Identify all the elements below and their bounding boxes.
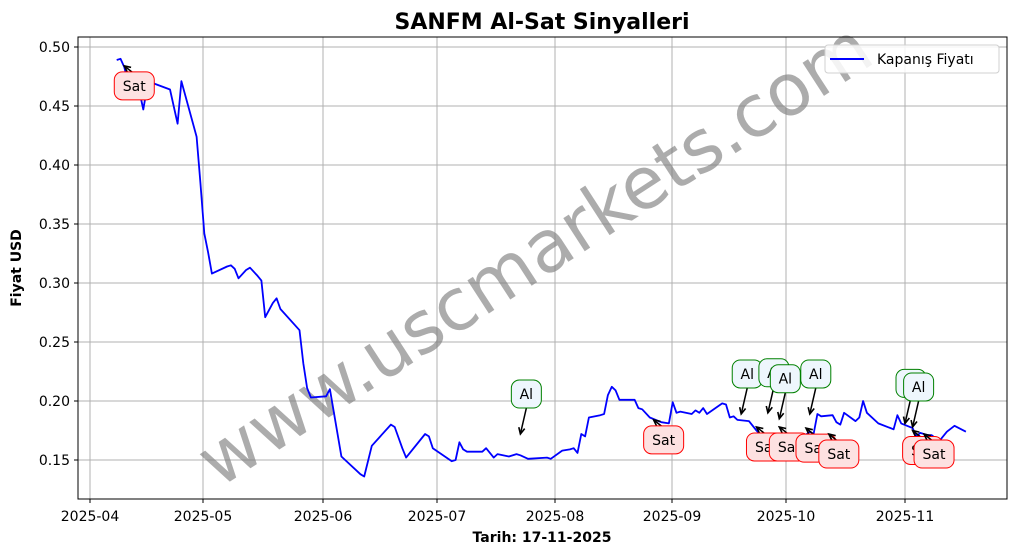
- annotation-box: [113, 71, 155, 101]
- arrow-head-icon: [827, 432, 836, 441]
- buy-signal-annotation: Al: [510, 379, 542, 436]
- arrow-icon: [809, 387, 817, 415]
- annotation-label: Al: [741, 367, 754, 383]
- arrow-icon: [740, 387, 748, 415]
- buy-signal-annotation: Al: [769, 364, 801, 421]
- x-tick-label: 2025-09: [643, 509, 702, 525]
- y-tick-label: 0.15: [39, 453, 70, 469]
- annotation-label: Al: [779, 372, 792, 388]
- x-tick-label: 2025-06: [294, 509, 353, 525]
- x-tick-label: 2025-07: [408, 509, 467, 525]
- annotation-box: [510, 379, 542, 409]
- arrow-icon: [519, 407, 528, 435]
- legend-label: Kapanış Fiyatı: [877, 52, 974, 68]
- arrow-head-icon: [122, 64, 132, 73]
- arrow-head-icon: [902, 416, 911, 426]
- chart-title: SANFM Al-Sat Sinyalleri: [394, 10, 689, 35]
- grid-lines: [78, 37, 1007, 499]
- x-tick-label: 2025-05: [174, 509, 233, 525]
- arrow-head-icon: [777, 411, 785, 421]
- signal-annotations: SatAlSatAlAlSatAlSatAlSatSatAlAlSatSat: [113, 64, 955, 469]
- y-tick-label: 0.40: [39, 158, 70, 174]
- arrow-head-icon: [738, 407, 747, 416]
- buy-signal-annotation: Al: [800, 359, 832, 416]
- annotation-label: Sat: [778, 440, 801, 456]
- arrow-head-icon: [911, 429, 920, 438]
- sell-signal-annotation: Sat: [643, 418, 685, 455]
- annotation-label: Al: [809, 367, 822, 383]
- annotation-label: Al: [520, 387, 533, 403]
- y-tick-label: 0.45: [39, 99, 70, 115]
- arrow-head-icon: [652, 418, 661, 427]
- y-tick-label: 0.50: [39, 40, 70, 56]
- annotation-box: [818, 439, 860, 469]
- arrow-head-icon: [518, 427, 526, 436]
- y-tick-label: 0.30: [39, 276, 70, 292]
- arrow-head-icon: [922, 432, 932, 441]
- annotation-label: Sat: [652, 433, 675, 449]
- buy-signal-annotation: Al: [731, 359, 763, 416]
- arrow-icon: [778, 392, 787, 419]
- arrow-head-icon: [765, 405, 773, 415]
- y-tick-label: 0.35: [39, 217, 70, 233]
- arrow-icon: [911, 400, 920, 428]
- annotation-label: Sat: [923, 447, 946, 463]
- y-axis-label: Fiyat USD: [9, 229, 25, 307]
- annotation-label: Sat: [123, 79, 146, 95]
- x-tick-label: 2025-11: [876, 509, 935, 525]
- annotation-label: Al: [912, 380, 925, 396]
- legend: Kapanış Fiyatı: [824, 44, 1000, 74]
- x-tick-label: 2025-04: [61, 509, 120, 525]
- y-tick-label: 0.25: [39, 335, 70, 351]
- x-axis-label: Tarih: 17-11-2025: [473, 530, 612, 546]
- legend-box: [824, 44, 1000, 74]
- annotation-label: Sat: [827, 447, 850, 463]
- sell-signal-annotation: Sat: [913, 432, 955, 469]
- sell-signal-annotation: Sat: [818, 432, 860, 469]
- sell-signal-annotation: Sat: [113, 64, 155, 101]
- annotation-box: [643, 425, 685, 455]
- arrow-icon: [904, 397, 912, 424]
- arrow-head-icon: [804, 426, 813, 435]
- plot-frame: [77, 36, 1008, 500]
- arrow-head-icon: [807, 407, 815, 416]
- annotation-box: [800, 359, 832, 389]
- arrow-head-icon: [910, 419, 918, 429]
- y-axis-ticks: 0.15 0.20 0.25 0.30 0.35 0.40 0.45 0.50: [39, 40, 78, 469]
- y-tick-label: 0.20: [39, 394, 70, 410]
- price-line-series: [116, 57, 967, 478]
- annotation-box: [903, 372, 935, 402]
- buy-signal-annotation: Al: [903, 372, 935, 429]
- arrow-head-icon: [777, 425, 787, 434]
- annotation-box: [913, 439, 955, 469]
- arrow-head-icon: [755, 425, 764, 434]
- x-tick-label: 2025-10: [757, 509, 816, 525]
- x-axis-ticks: 2025-04 2025-05 2025-06 2025-07 2025-08 2025-…: [61, 499, 935, 525]
- x-tick-label: 2025-08: [526, 509, 585, 525]
